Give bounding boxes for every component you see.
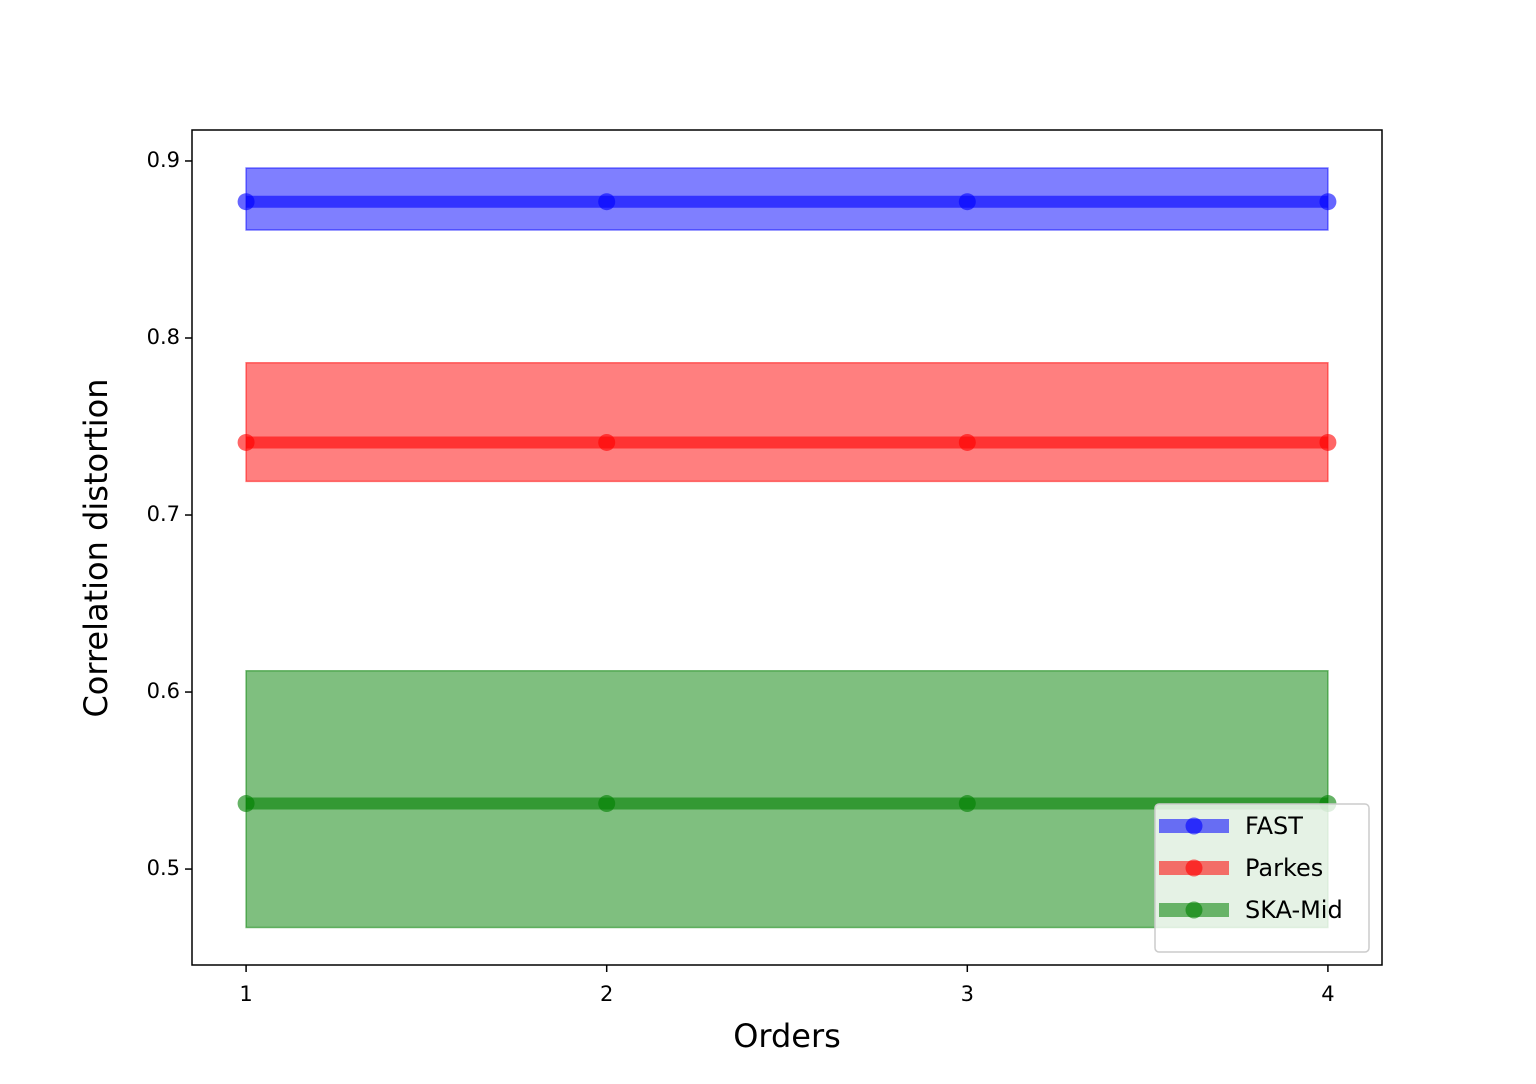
y-axis-label: Correlation distortion bbox=[77, 378, 115, 717]
legend-marker bbox=[1185, 901, 1203, 919]
x-tick-label: 2 bbox=[600, 982, 613, 1006]
point bbox=[958, 795, 976, 813]
x-tick-label: 3 bbox=[961, 982, 974, 1006]
point bbox=[958, 193, 976, 211]
point bbox=[598, 193, 616, 211]
legend-label: Parkes bbox=[1245, 854, 1323, 882]
plot-frame bbox=[191, 129, 1383, 966]
point bbox=[1319, 193, 1337, 211]
legend-marker bbox=[1185, 859, 1203, 877]
point bbox=[598, 795, 616, 813]
y-tick-label: 0.8 bbox=[147, 325, 180, 349]
point bbox=[237, 795, 255, 813]
x-tick-label: 4 bbox=[1321, 982, 1334, 1006]
point bbox=[598, 433, 616, 451]
y-tick-label: 0.7 bbox=[147, 502, 180, 526]
error-band bbox=[245, 362, 1329, 483]
legend-label: SKA-Mid bbox=[1245, 896, 1343, 924]
y-tick-label: 0.6 bbox=[147, 679, 180, 703]
legend-label: FAST bbox=[1245, 812, 1303, 840]
point bbox=[1319, 433, 1337, 451]
point bbox=[958, 433, 976, 451]
y-tick-label: 0.9 bbox=[147, 148, 180, 172]
legend-marker bbox=[1185, 817, 1203, 835]
x-tick-label: 1 bbox=[239, 982, 252, 1006]
point bbox=[237, 193, 255, 211]
x-axis-label: Orders bbox=[733, 1017, 841, 1055]
y-tick-label: 0.5 bbox=[147, 856, 180, 880]
point bbox=[237, 433, 255, 451]
